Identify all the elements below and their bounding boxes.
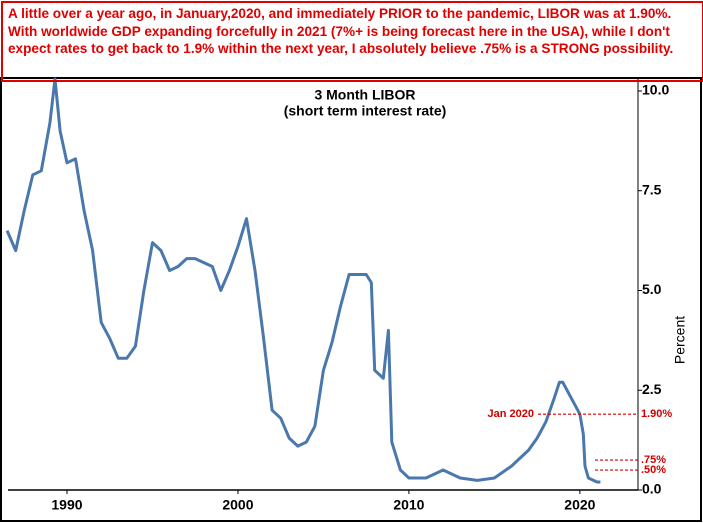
y-tick-label: 5.0 [642, 281, 662, 297]
note-box: A little over a year ago, in January,202… [1, 1, 703, 82]
x-tick-label: 1990 [51, 497, 82, 513]
annotation-label: 1.90% [641, 408, 672, 420]
chart-frame [0, 77, 702, 522]
annotation-text: Jan 2020 [488, 408, 534, 420]
annotation-label: .75% [641, 454, 666, 466]
line-series [5, 77, 601, 484]
chart-title: 3 Month LIBOR [314, 87, 415, 103]
chart-subtitle: (short term interest rate) [284, 103, 447, 119]
y-tick-label: 7.5 [642, 181, 662, 197]
x-tick-label: 2000 [222, 497, 253, 513]
y-tick-label: 2.5 [642, 381, 662, 397]
x-tick-label: 2020 [564, 497, 595, 513]
y-axis-label: Percent [672, 316, 688, 364]
annotation-label: .50% [641, 464, 666, 476]
y-tick-label: 10.0 [642, 82, 669, 98]
y-tick-label: 0.0 [642, 481, 662, 497]
x-tick-label: 2010 [393, 497, 424, 513]
